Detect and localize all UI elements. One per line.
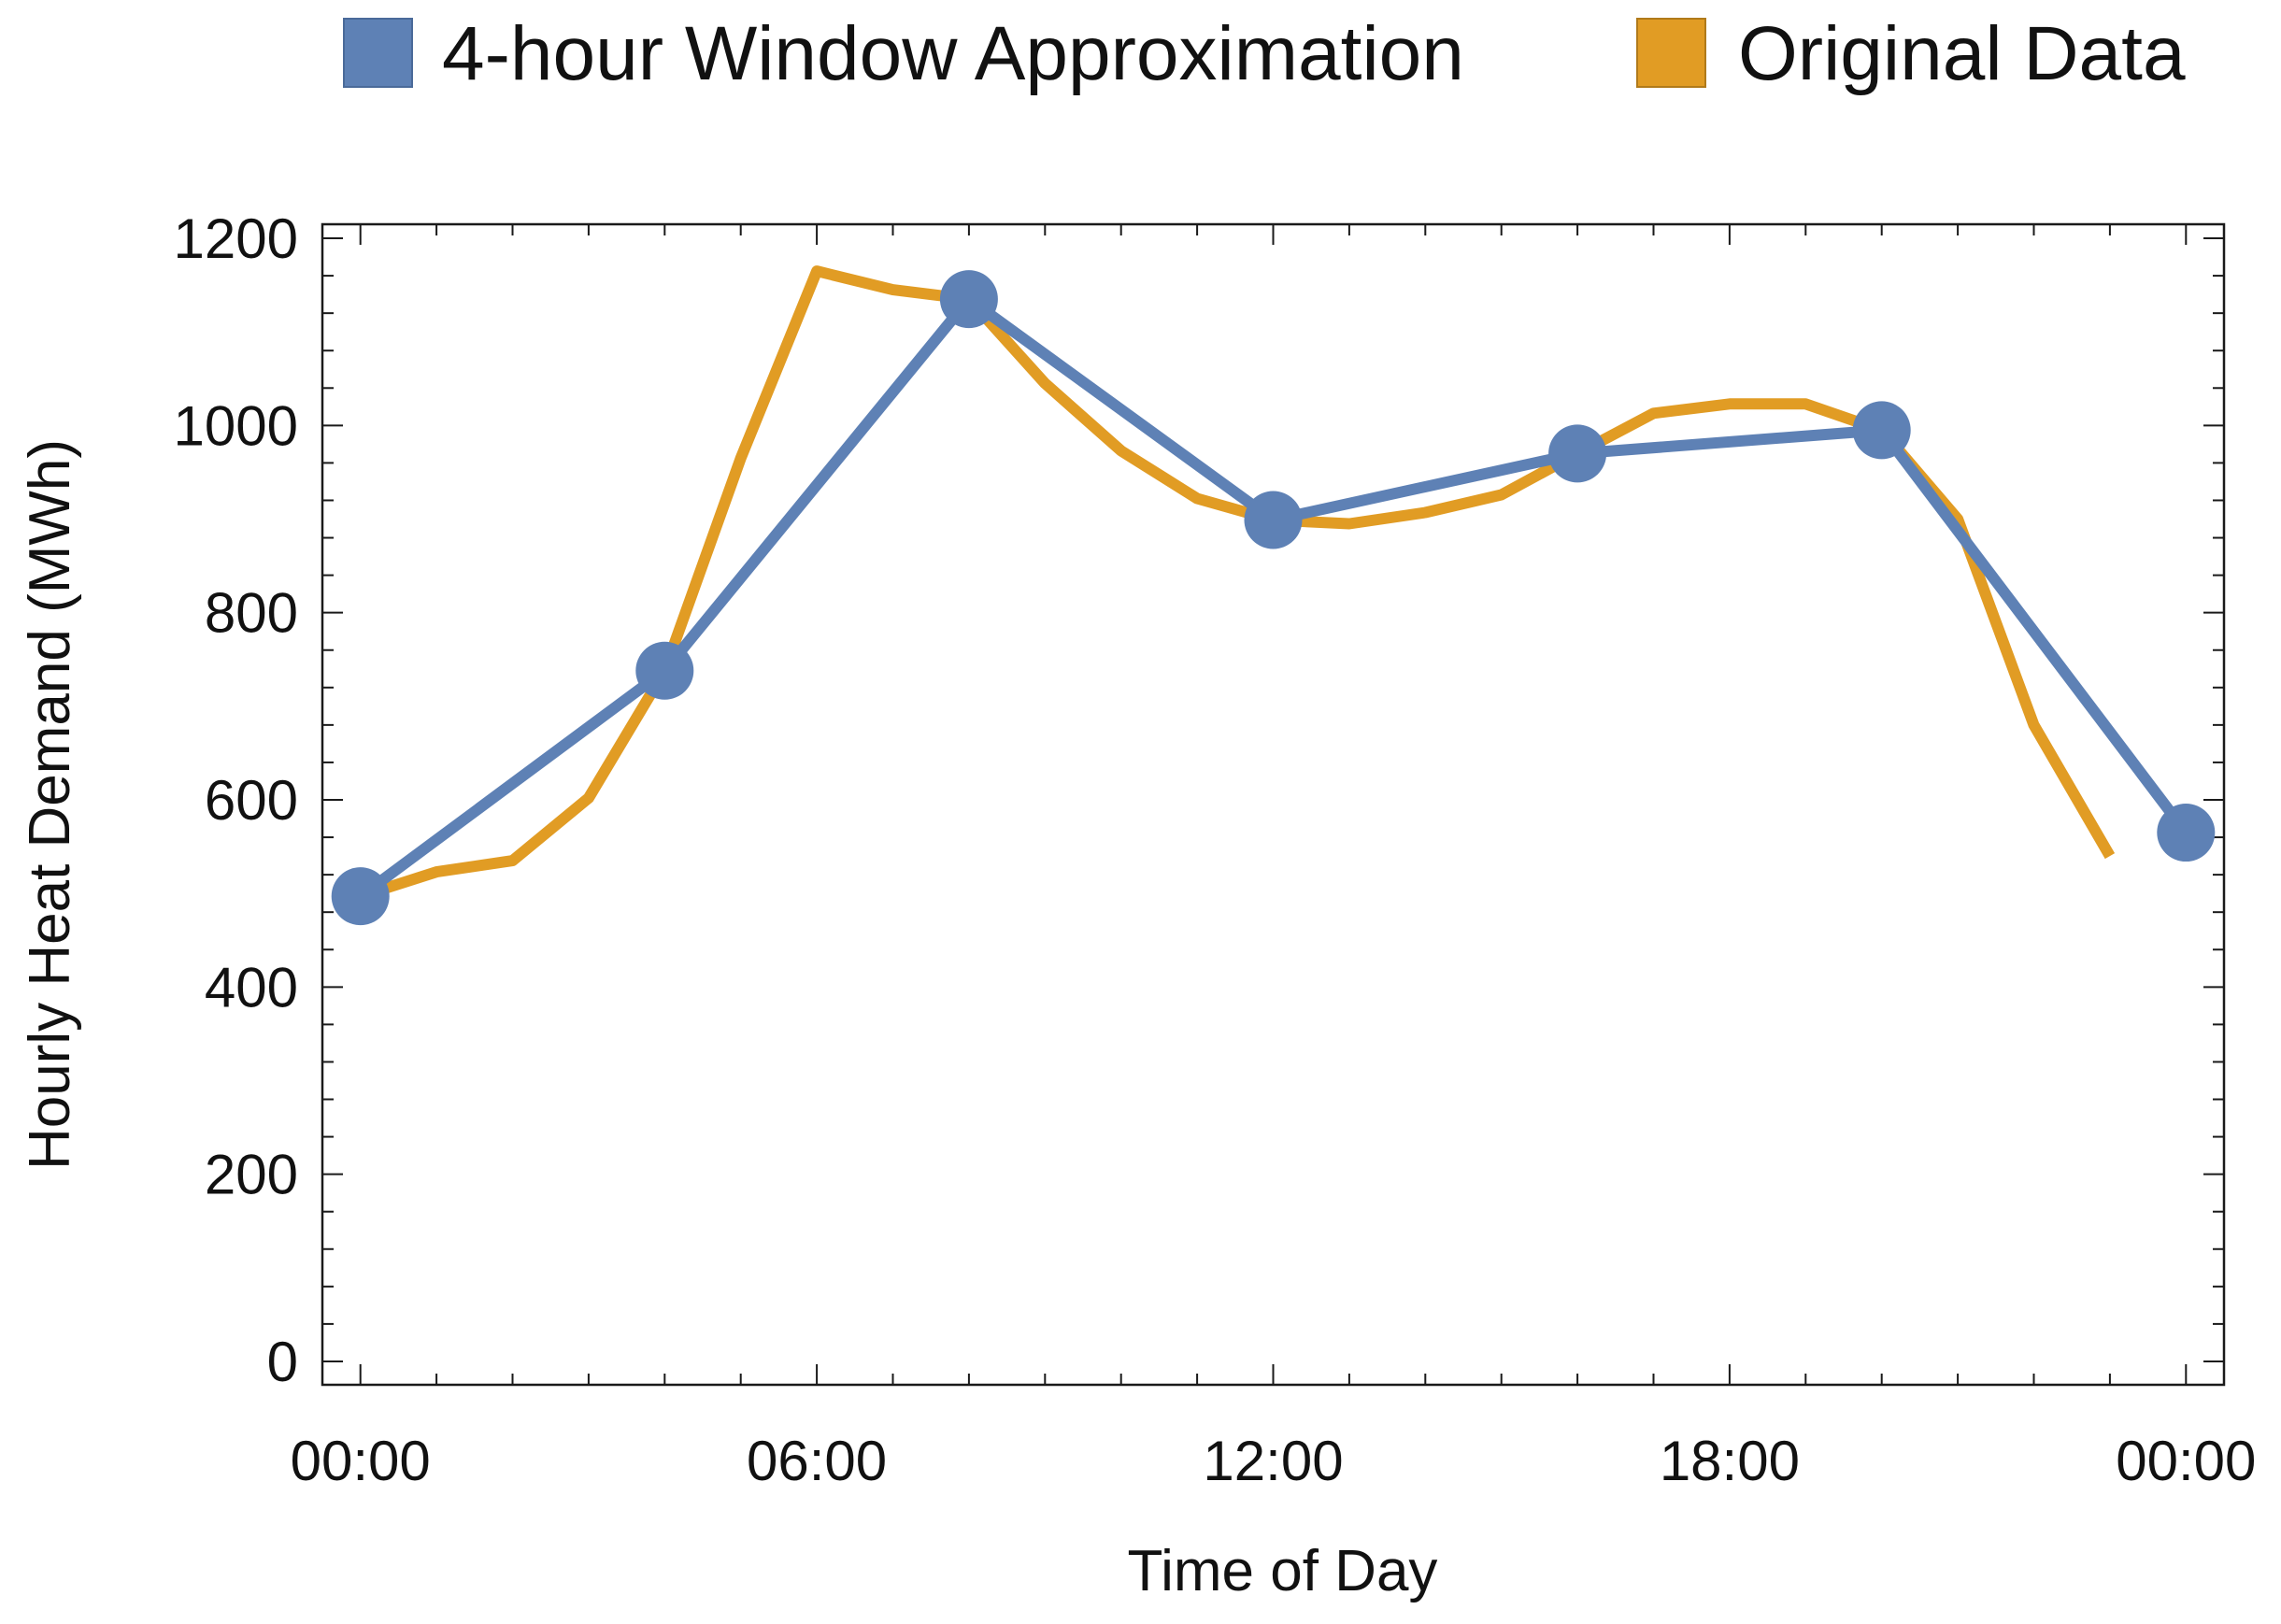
x-tick-label: 00:00 — [2116, 1430, 2256, 1492]
series-group — [331, 265, 2216, 926]
x-tick-label: 18:00 — [1660, 1430, 1800, 1492]
x-tick-label: 06:00 — [747, 1430, 887, 1492]
series-original-data — [358, 265, 2116, 902]
legend-label: 4-hour Window Approximation — [442, 11, 1464, 96]
y-axis-title: Hourly Heat Demand (MWh) — [18, 439, 82, 1170]
legend-item-original-data: Original Data — [1636, 11, 2186, 96]
y-tick-label: 0 — [267, 1331, 298, 1393]
x-tick-label: 12:00 — [1203, 1430, 1343, 1492]
data-point — [1548, 424, 1607, 483]
y-tick-label: 200 — [205, 1144, 298, 1206]
legend-swatch — [1636, 18, 1706, 88]
series-line-original-data — [358, 265, 2116, 902]
data-point — [331, 867, 390, 926]
data-point — [1244, 491, 1303, 549]
y-tick-label: 800 — [205, 582, 298, 645]
axes: 0 200 400 600 800 1000 1200 00:00 06:00 12:00 18:0… — [174, 207, 2257, 1492]
legend-swatch — [343, 18, 413, 88]
plot-frame — [321, 222, 2226, 1387]
y-tick-label: 1000 — [174, 394, 298, 457]
y-tick-label: 600 — [205, 769, 298, 832]
series-line-4-hour-window-approximation — [357, 293, 2191, 902]
x-tick-label: 00:00 — [291, 1430, 431, 1492]
y-tick-label: 1200 — [174, 207, 298, 270]
data-point — [939, 270, 998, 329]
legend-item-4-hour-window-approximation: 4-hour Window Approximation — [343, 11, 1464, 96]
data-point — [2157, 804, 2216, 862]
data-point — [1852, 401, 1911, 460]
data-point — [635, 641, 694, 700]
legend-label: Original Data — [1738, 11, 2186, 96]
x-axis-title: Time of Day — [1128, 1539, 1438, 1603]
series-4-hour-window-approximation — [331, 270, 2216, 926]
y-tick-label: 400 — [205, 956, 298, 1019]
legend: 4-hour Window Approximation Original Data — [343, 11, 2186, 96]
